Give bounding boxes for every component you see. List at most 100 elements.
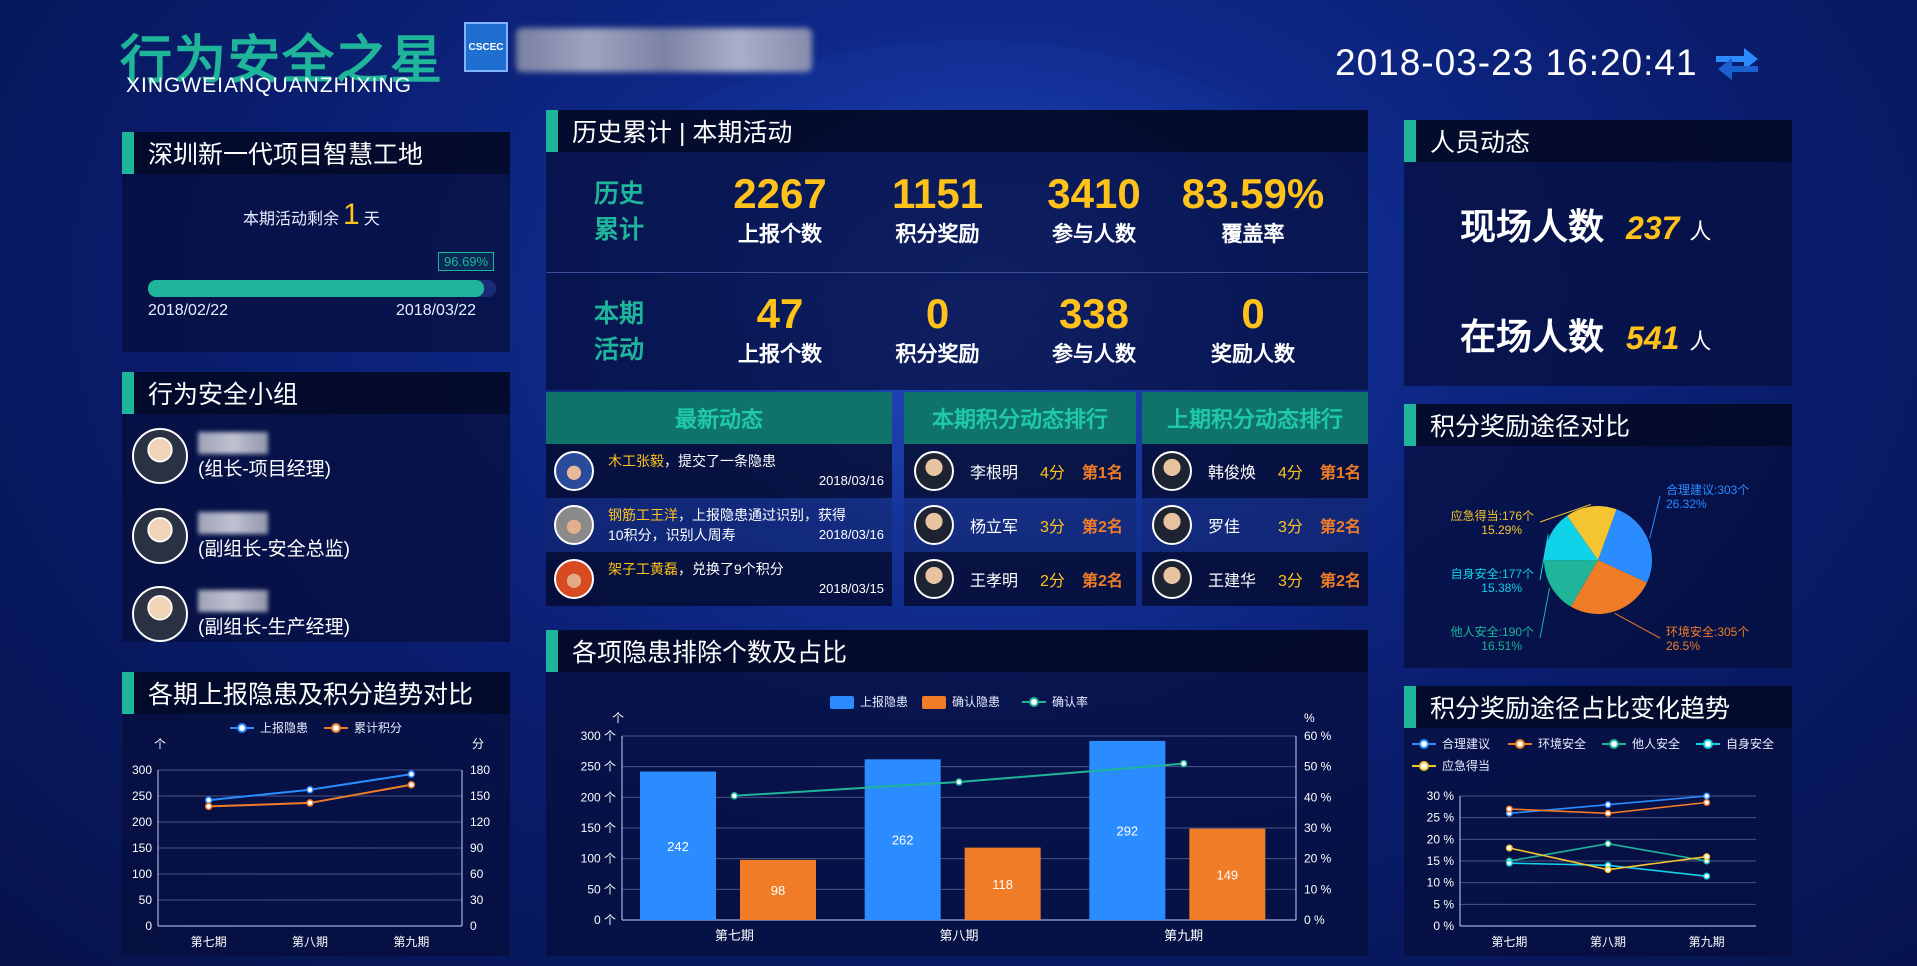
header-accent [546, 630, 558, 672]
pie-label: 环境安全:305个 [1666, 624, 1749, 639]
news-text: ，上报隐患通过识别，获得 [678, 507, 846, 523]
news-title: 最新动态 [546, 392, 892, 444]
inplace-unit: 人 [1689, 329, 1712, 354]
stat-label: 参与人数 [1052, 343, 1136, 366]
current-label-line2: 活动 [594, 336, 645, 364]
data-point [1179, 759, 1188, 768]
group-member: (副组长-生产经理) [132, 586, 350, 642]
personnel-title: 人员动态 [1430, 129, 1531, 157]
stat-value: 47 [756, 290, 804, 337]
remaining-prefix: 本期活动剩余 [243, 211, 340, 228]
y-tick-label-right: 0 % [1304, 913, 1325, 927]
pie-label-pct: 15.38% [1481, 581, 1522, 595]
x-tick-label: 第八期 [939, 928, 978, 943]
pie-label-pct: 26.5% [1666, 639, 1700, 653]
rank-avatar [1152, 451, 1192, 491]
data-point [1505, 844, 1513, 852]
pie-label: 他人安全:190个 [1451, 624, 1534, 639]
legend-swatch [830, 696, 854, 709]
divider [546, 272, 1368, 273]
bar-value-label: 149 [1216, 867, 1238, 882]
legend-label: 合理建议 [1442, 736, 1490, 751]
rank-position: 第1名 [1082, 465, 1123, 482]
brand-subtitle: XINGWEIANQUANZHIXING [126, 74, 413, 97]
progress-bar-fill [148, 280, 485, 297]
bar [964, 847, 1041, 920]
stat-item: 0 积分奖励 [860, 290, 1015, 368]
stat-item: 47 上报个数 [700, 290, 860, 368]
y-tick-label: 0 个 [594, 913, 616, 927]
legend-label: 应急得当 [1442, 758, 1490, 773]
stat-value: 3410 [1047, 170, 1141, 217]
current-stats: 47 上报个数 0 积分奖励 338 参与人数 0 奖励人数 [700, 290, 1340, 368]
y-axis-label: 个 [612, 711, 624, 725]
inplace-label: 在场人数 [1460, 316, 1605, 357]
rank-score: 3分 [1278, 573, 1303, 590]
rank-row[interactable]: 王孝明 2分 第2名 [904, 552, 1136, 606]
data-point [204, 796, 213, 804]
hazard-title: 各项隐患排除个数及占比 [572, 639, 848, 667]
member-name-blurred [198, 431, 268, 454]
rank-current-title: 本期积分动态排行 [904, 392, 1136, 444]
pie-slice [1544, 560, 1598, 607]
pie-label-pct: 15.29% [1481, 523, 1522, 537]
data-point [1703, 853, 1711, 861]
pie-slice [1567, 506, 1617, 560]
bar-value-label: 98 [771, 883, 785, 898]
rank-row[interactable]: 李根明 4分 第1名 [904, 444, 1136, 498]
rank-avatar [1152, 505, 1192, 545]
group-member: (组长-项目经理) [132, 428, 331, 484]
news-text: ，兑换了9个积分 [678, 561, 784, 577]
logo-text: CSCEC [468, 41, 504, 53]
data-point [306, 799, 314, 807]
rank-score: 3分 [1040, 519, 1065, 536]
rank-row[interactable]: 杨立军 3分 第2名 [904, 498, 1136, 552]
news-avatar [554, 451, 594, 491]
member-role: (组长-项目经理) [198, 458, 331, 480]
news-item[interactable]: 架子工黄磊，兑换了9个积分 2018/03/15 [546, 552, 892, 606]
stat-item: 2267 上报个数 [700, 170, 860, 248]
pie-slice [1598, 509, 1652, 583]
trend-title: 各期上报隐患及积分趋势对比 [148, 681, 474, 709]
x-tick-label: 第八期 [1590, 935, 1626, 949]
history-stats: 2267 上报个数 1151 积分奖励 3410 参与人数 83.59% 覆盖率 [700, 170, 1340, 248]
member-avatar [132, 586, 188, 642]
ratio-title: 积分奖励途径占比变化趋势 [1430, 695, 1731, 723]
project-panel: 深圳新一代项目智慧工地 [122, 132, 510, 352]
news-avatar [554, 505, 594, 545]
y-tick-label: 10 % [1427, 876, 1455, 890]
legend-swatch [1419, 761, 1429, 771]
group-title: 行为安全小组 [148, 381, 299, 409]
rank-score: 4分 [1278, 465, 1303, 482]
rank-previous-panel: 上期积分动态排行 韩俊焕 4分 第1名 罗佳 3分 第2名 王建华 3分 第2名 [1142, 392, 1368, 608]
rank-score: 4分 [1040, 465, 1065, 482]
bar-value-label: 242 [667, 839, 689, 854]
rank-row[interactable]: 韩俊焕 4分 第1名 [1142, 444, 1368, 498]
rank-row[interactable]: 王建华 3分 第2名 [1142, 552, 1368, 606]
ratio-panel: 积分奖励途径占比变化趋势 合理建议 环境安全 他人安全 自身安全 应急得当 0 % 5 % 1… [1404, 686, 1792, 956]
project-title: 深圳新一代项目智慧工地 [148, 141, 424, 169]
switch-view-icon[interactable] [1712, 44, 1762, 84]
stat-value: 338 [1058, 290, 1130, 337]
pie-label: 自身安全:177个 [1451, 566, 1534, 581]
news-item[interactable]: 钢筋工王洋，上报隐患通过识别，获得 10积分，识别人周寿 2018/03/16 [546, 498, 892, 552]
rank-row[interactable]: 罗佳 3分 第2名 [1142, 498, 1368, 552]
stat-value: 1151 [891, 170, 984, 217]
news-date: 2018/03/16 [818, 473, 884, 488]
inplace-value: 541 [1626, 320, 1680, 356]
x-tick-label: 第七期 [1491, 935, 1527, 949]
data-point [730, 792, 739, 800]
news-item[interactable]: 木工张毅，提交了一条隐患 2018/03/16 [546, 444, 892, 498]
header-accent [546, 110, 558, 152]
y-tick-label-right: 150 [470, 789, 490, 803]
y-tick-label: 30 % [1427, 789, 1455, 803]
personnel-panel-header: 人员动态 [1404, 120, 1792, 162]
progress-bar [148, 280, 496, 297]
bar [740, 859, 816, 920]
rank-name: 罗佳 [1208, 519, 1241, 536]
group-member: (副组长-安全总监) [132, 508, 350, 564]
member-role: (副组长-生产经理) [198, 616, 350, 638]
y-tick-label: 0 % [1433, 919, 1454, 933]
rank-position: 第2名 [1082, 519, 1123, 536]
project-panel-header: 深圳新一代项目智慧工地 [122, 132, 510, 174]
